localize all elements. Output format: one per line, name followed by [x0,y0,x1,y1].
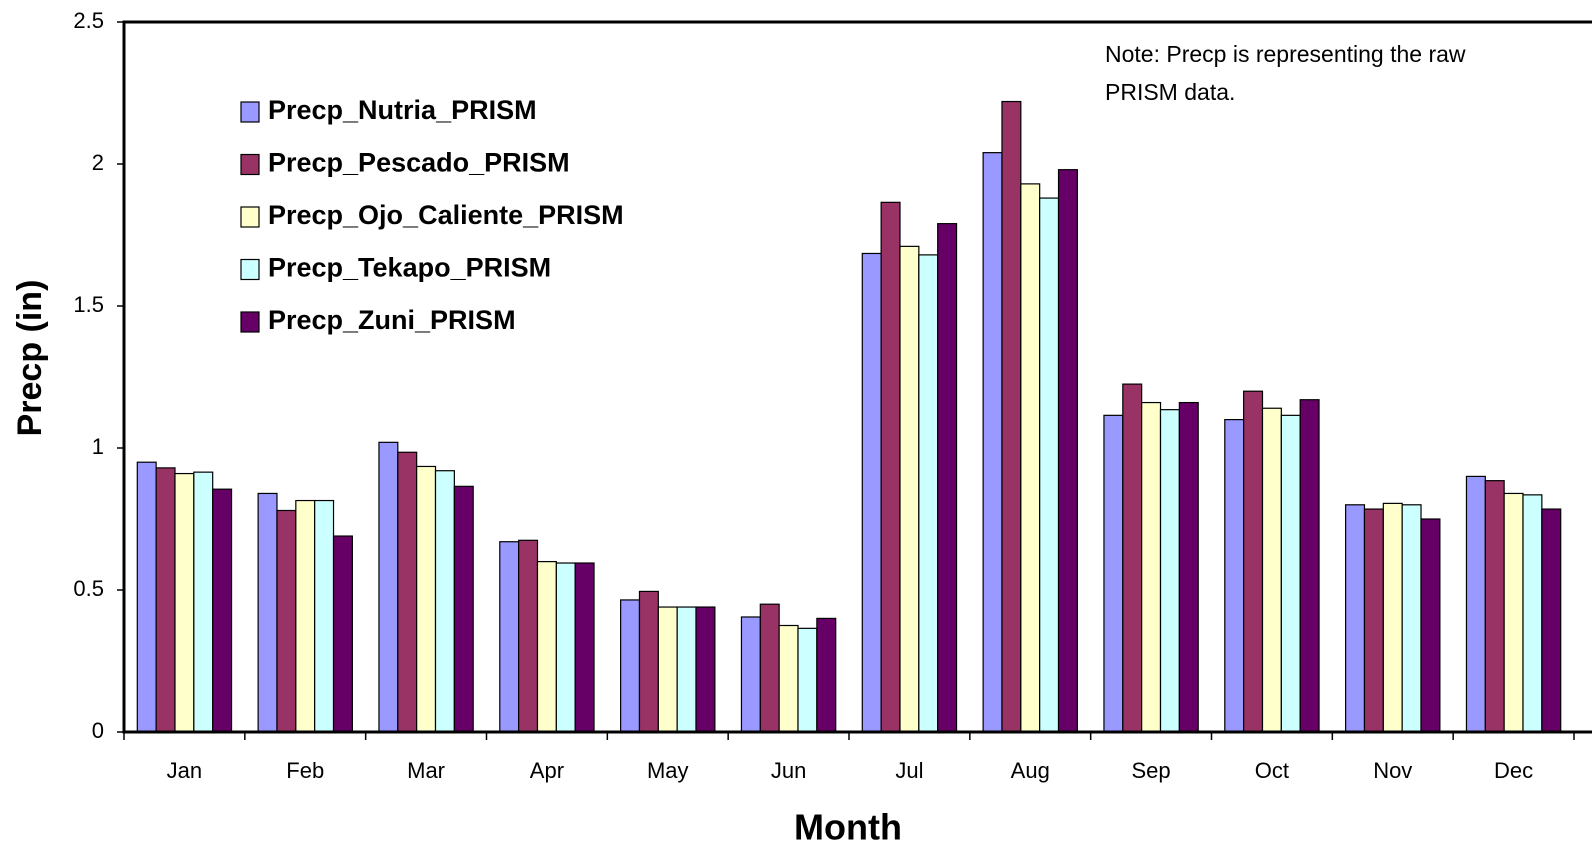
bar [1465,475,1486,733]
y-tick-label: 1.5 [73,292,104,317]
bar [499,541,520,733]
plot-frame [122,20,1592,734]
bar [937,223,958,733]
legend-label: Precp_Ojo_Caliente_PRISM [268,200,624,230]
bar [397,451,418,733]
bar [1103,414,1124,733]
bar [1261,407,1282,733]
bar [1541,508,1562,733]
y-tick-label: 2 [92,150,104,175]
bar [1039,197,1060,733]
bar [314,499,335,733]
y-tick-label: 0 [92,718,104,743]
x-tick-label: Nov [1373,758,1412,783]
bar [861,252,882,733]
bar [434,470,455,733]
legend-swatch [240,258,260,281]
legend-swatch [240,101,260,123]
bar [620,599,641,733]
bar [536,560,557,733]
bar [676,606,697,733]
x-tick-label: May [647,758,689,783]
x-axis-title: Month [794,807,902,848]
x-tick-label: Mar [407,758,445,783]
legend-label: Precp_Tekapo_PRISM [268,253,551,283]
y-axis-title: Precp (in) [11,280,49,437]
y-tick-label: 1 [92,434,104,459]
bar [378,441,399,733]
bar [1159,409,1180,733]
bar [918,254,939,733]
bar [555,562,576,733]
x-tick-label: Jul [895,758,923,783]
x-tick-label: Apr [530,758,564,783]
bar [1401,504,1422,733]
legend-swatch [240,311,260,333]
bar [1363,508,1384,733]
bar [257,492,278,733]
x-tick-label: Aug [1011,758,1050,783]
bar [1280,414,1301,733]
bar [212,488,233,733]
legend-label: Precp_Zuni_PRISM [268,305,516,335]
bar [453,485,474,733]
bar [1122,383,1143,733]
bar [1057,169,1078,733]
x-tick-label: Jun [771,758,806,783]
bar [155,467,176,733]
bar [899,245,920,733]
bar [638,590,659,733]
bar [332,535,353,733]
bar [797,627,818,733]
bar [1522,494,1543,733]
bar [778,624,799,733]
bar [1020,183,1041,733]
bar [416,465,437,733]
bar [193,471,214,733]
x-tick-label: Dec [1494,758,1533,783]
bar [1503,492,1524,733]
bar [1345,504,1366,733]
bar [982,152,1003,733]
bar [1420,518,1441,733]
note: PRISM data. [1105,79,1235,105]
bar [1382,502,1403,733]
x-tick-label: Oct [1255,758,1289,783]
bar [759,603,780,733]
legend-swatch [240,153,260,176]
bar [574,562,595,733]
note: Note: Precp is representing the raw [1105,41,1466,67]
y-tick-label: 0.5 [73,576,104,601]
bar [518,539,539,733]
bar [1299,399,1320,733]
bar [695,606,716,733]
bar [174,472,195,733]
bar [740,616,761,733]
legend-label: Precp_Pescado_PRISM [268,148,570,178]
bar [1224,419,1245,733]
bar [657,606,678,733]
x-tick-label: Jan [167,758,202,783]
legend-swatch [240,206,260,228]
bar [276,509,297,733]
bar [1141,401,1162,733]
x-tick-label: Sep [1132,758,1171,783]
legend-label: Precp_Nutria_PRISM [268,95,537,125]
bar [1178,401,1199,733]
bar [1001,100,1022,733]
y-tick-label: 2.5 [73,8,104,33]
bar [1243,390,1264,733]
bar [880,201,901,733]
bar [1484,480,1505,733]
bar [295,499,316,733]
bar [816,617,837,733]
bar [136,461,157,733]
x-tick-label: Feb [286,758,324,783]
